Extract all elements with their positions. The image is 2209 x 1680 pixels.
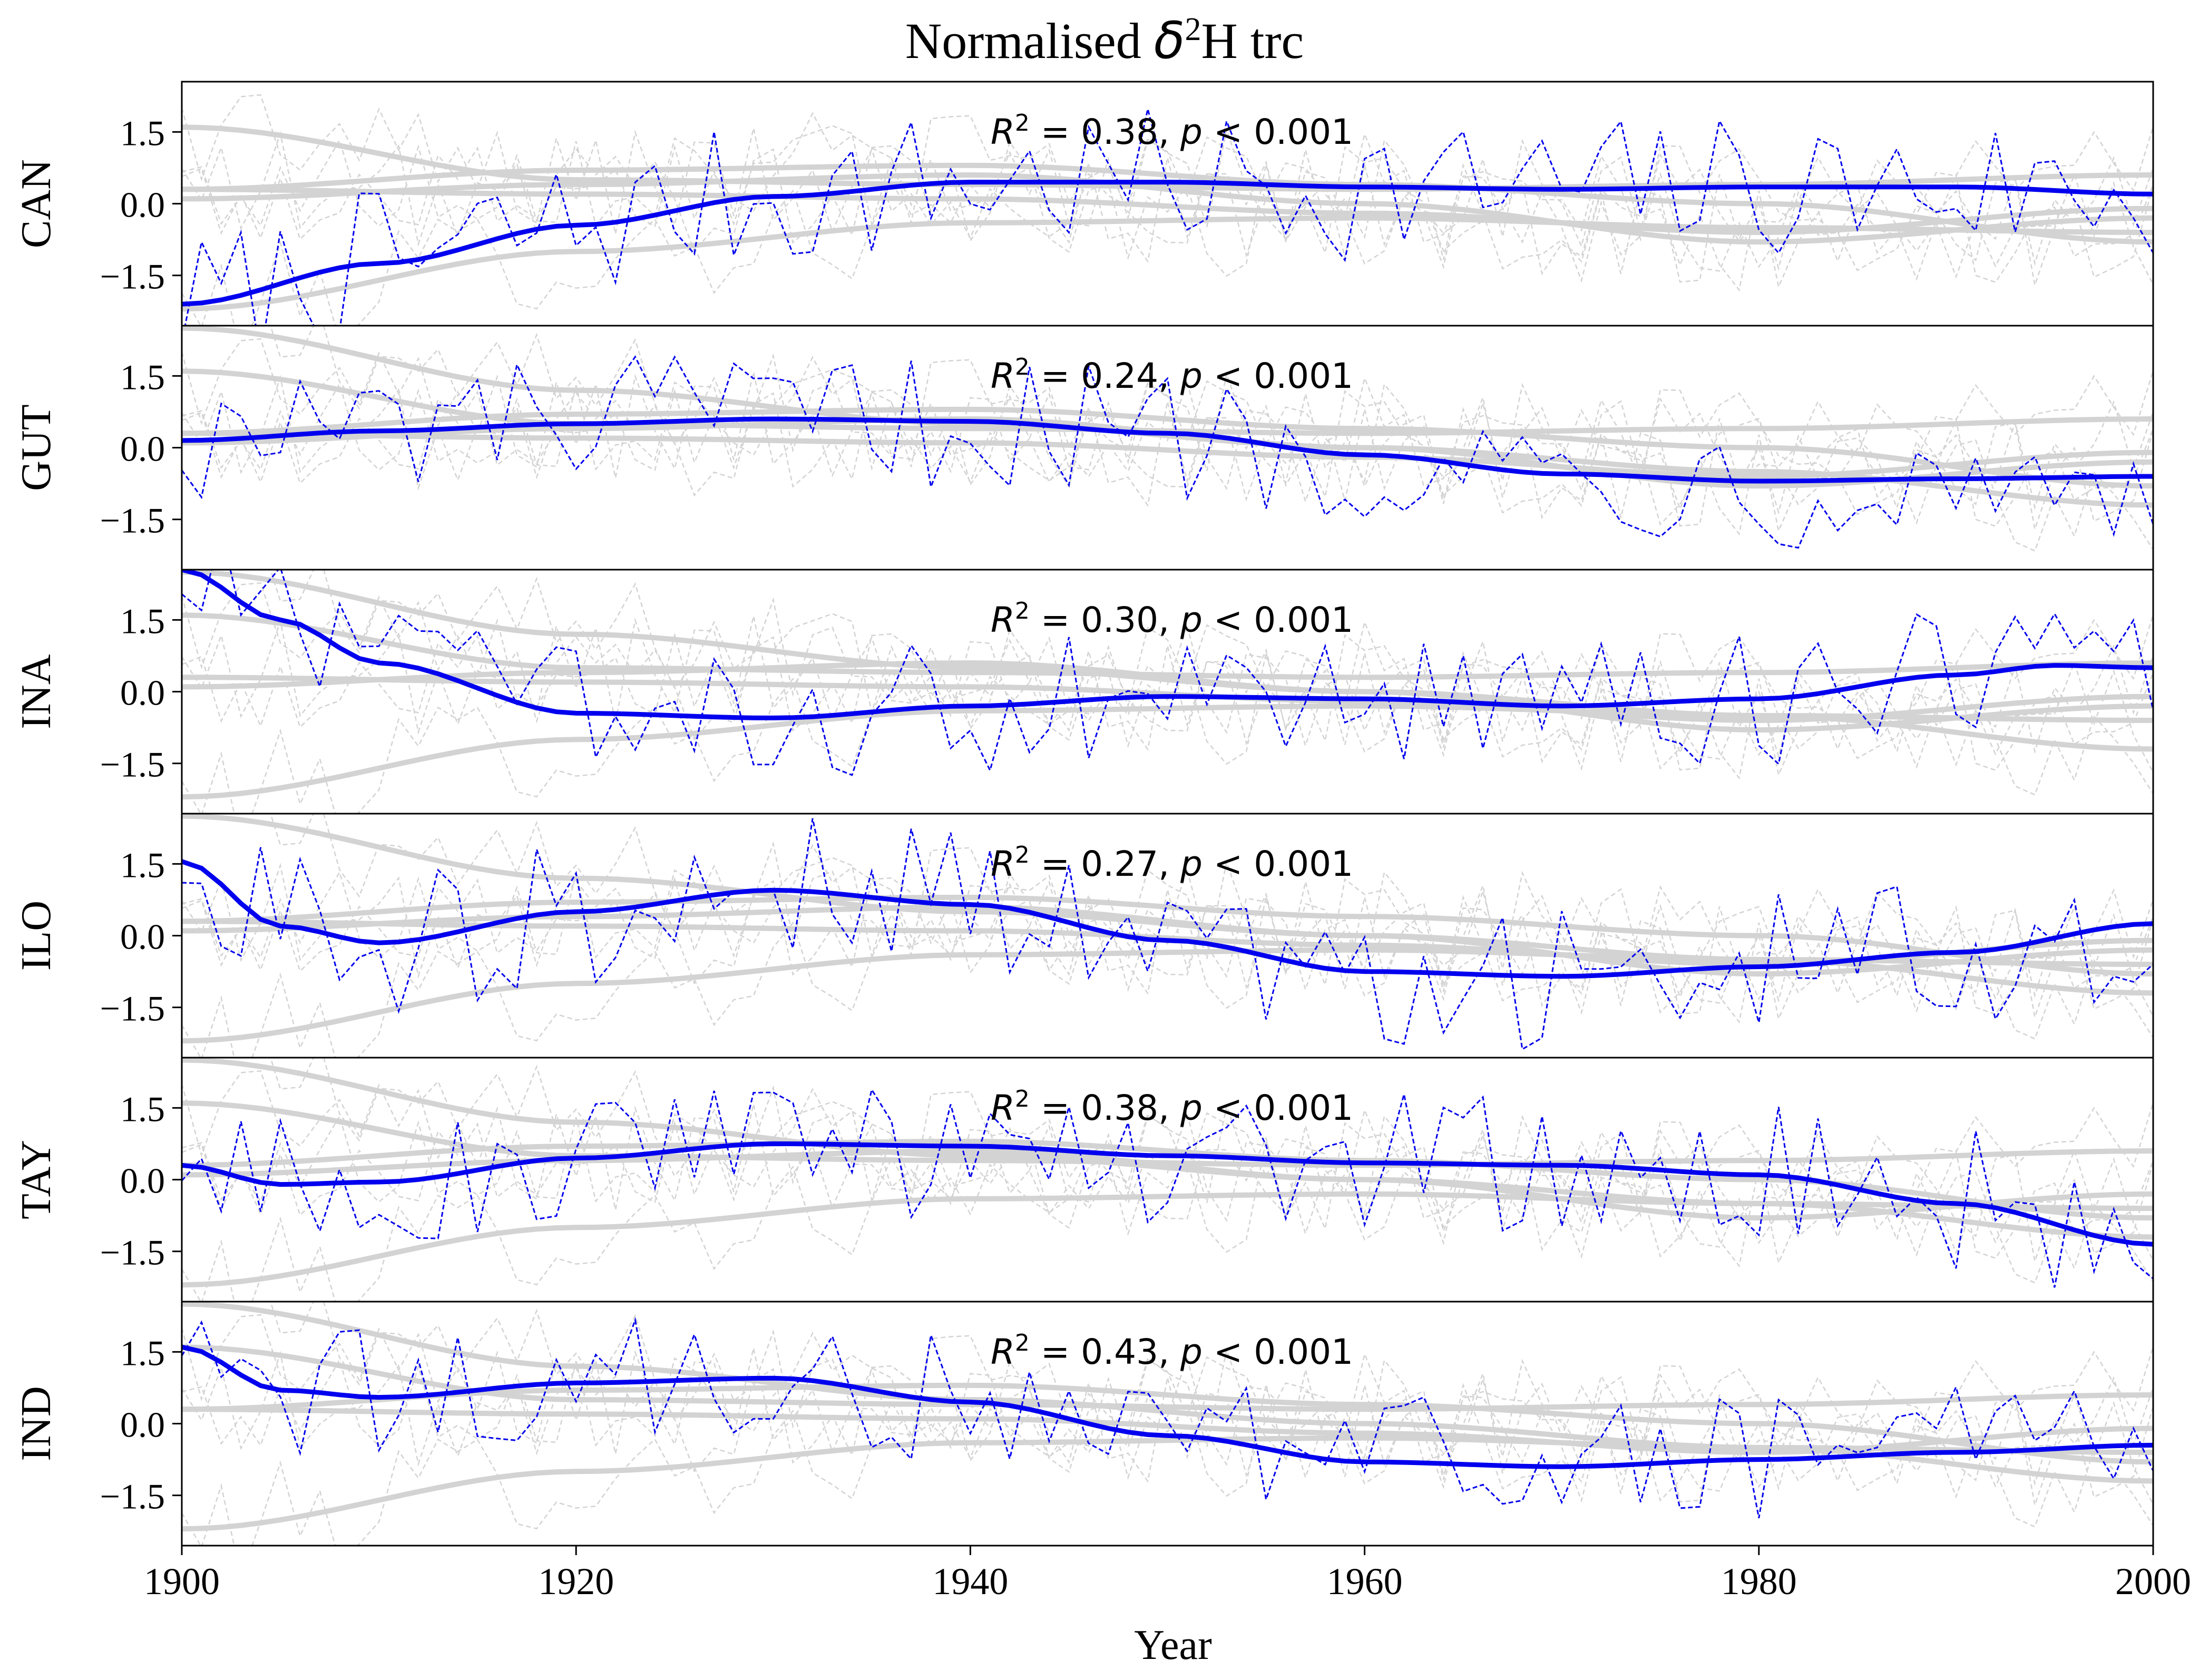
background-trend-2: [182, 894, 2153, 977]
stat-annotation: R2 = 0.43, p < 0.001: [991, 1330, 1353, 1373]
y-tick-label: 1.5: [120, 357, 165, 397]
y-tick-label: −1.5: [100, 1233, 165, 1273]
stat-annotation: R2 = 0.30, p < 0.001: [991, 598, 1353, 641]
panel-ina: 1.5 0.0 −1.5 INA R2 = 0.30, p < 0.001: [13, 569, 2154, 815]
panel-ind: 1.5 0.0 −1.5 IND R2 = 0.43, p < 0.001: [13, 1301, 2154, 1547]
background-series-0: [220, 570, 2153, 796]
y-tick-label: −1.5: [100, 257, 165, 297]
y-tick-label: 0.0: [120, 673, 165, 713]
site-series: [182, 818, 2153, 1051]
background-trend-2: [182, 406, 2153, 489]
y-tick-label: 1.5: [120, 113, 165, 153]
site-trend: [182, 859, 2153, 979]
panel-label: GUT: [13, 404, 60, 491]
y-tick-label: 0.0: [120, 185, 165, 225]
background-trend-2: [182, 162, 2153, 245]
x-tick-label: 1920: [538, 1560, 614, 1603]
panel-label: TAY: [13, 1140, 60, 1219]
background-trend-3: [182, 1344, 2153, 1412]
y-tick-label: 1.5: [120, 1333, 165, 1373]
plot-area: [182, 326, 2153, 552]
plot-area: [182, 94, 2153, 326]
x-axis-label: Year: [1134, 1622, 1211, 1668]
y-tick-label: −1.5: [100, 745, 165, 785]
background-trend-1: [182, 1191, 2153, 1288]
background-trend-1: [182, 215, 2153, 312]
background-trend-5: [182, 660, 2153, 733]
panel-label: ILO: [13, 901, 60, 971]
background-trend-2: [182, 1382, 2153, 1465]
panel-can: 1.5 0.0 −1.5 CAN R2 = 0.38, p < 0.001: [13, 81, 2154, 327]
background-trend-5: [182, 172, 2153, 245]
plot-area: [182, 1302, 2153, 1546]
x-tick-label: 1900: [144, 1560, 220, 1603]
site-trend: [182, 1141, 2153, 1247]
background-trend-4: [182, 1406, 2153, 1456]
y-tick-label: 1.5: [120, 601, 165, 641]
panel-label: CAN: [13, 159, 60, 248]
background-series-4: [182, 619, 2153, 771]
background-series-3: [182, 1314, 2153, 1463]
y-tick-label: −1.5: [100, 1477, 165, 1517]
panels: 1.5 0.0 −1.5 CAN R2 = 0.38, p < 0.001 1.5 0.0 −…: [13, 81, 2154, 1547]
x-axis: 1900 1920 1940 1960 1980 2000: [144, 1546, 2191, 1603]
plot-area: [182, 570, 2153, 814]
site-series: [182, 570, 2153, 776]
panel-label: INA: [13, 654, 60, 729]
stat-annotation: R2 = 0.38, p < 0.001: [991, 110, 1353, 153]
y-tick-label: 0.0: [120, 1161, 165, 1201]
y-tick-label: 1.5: [120, 845, 165, 885]
background-series-0: [220, 1302, 2153, 1528]
site-trend: [182, 416, 2153, 484]
x-tick-label: 1960: [1327, 1560, 1403, 1603]
y-tick-label: −1.5: [100, 989, 165, 1029]
y-tick-label: −1.5: [100, 501, 165, 541]
background-trend-4: [182, 187, 2153, 236]
stat-annotation: R2 = 0.24, p < 0.001: [991, 354, 1353, 397]
site-trend: [182, 1344, 2153, 1469]
plot-area: [182, 1058, 2153, 1302]
background-trend-5: [182, 1148, 2153, 1221]
panel-gut: 1.5 0.0 −1.5 GUT R2 = 0.24, p < 0.001: [13, 325, 2154, 571]
site-trend: [182, 570, 2153, 720]
background-series-0: [220, 1058, 2153, 1284]
panel-tay: 1.5 0.0 −1.5 TAY R2 = 0.38, p < 0.001: [13, 1057, 2154, 1303]
y-tick-label: 0.0: [120, 429, 165, 469]
background-series-0: [220, 814, 2153, 1040]
y-tick-label: 1.5: [120, 1089, 165, 1129]
x-tick-label: 1940: [932, 1560, 1008, 1603]
y-tick-label: 0.0: [120, 1405, 165, 1445]
plot-area: [182, 814, 2153, 1058]
chart-title: Normalised δ2H trc: [905, 11, 1304, 70]
background-trend-4: [182, 675, 2153, 724]
site-trend: [182, 180, 2153, 307]
site-series: [182, 355, 2153, 549]
stat-annotation: R2 = 0.38, p < 0.001: [991, 1086, 1353, 1129]
x-tick-label: 2000: [2115, 1560, 2191, 1603]
panel-label: IND: [13, 1386, 60, 1461]
background-series-0: [220, 326, 2153, 552]
x-tick-label: 1980: [1721, 1560, 1797, 1603]
panel-ilo: 1.5 0.0 −1.5 ILO R2 = 0.27, p < 0.001: [13, 813, 2154, 1059]
site-series: [182, 1087, 2153, 1288]
stat-annotation: R2 = 0.27, p < 0.001: [991, 842, 1353, 885]
y-tick-label: 0.0: [120, 917, 165, 957]
background-trend-4: [182, 431, 2153, 480]
